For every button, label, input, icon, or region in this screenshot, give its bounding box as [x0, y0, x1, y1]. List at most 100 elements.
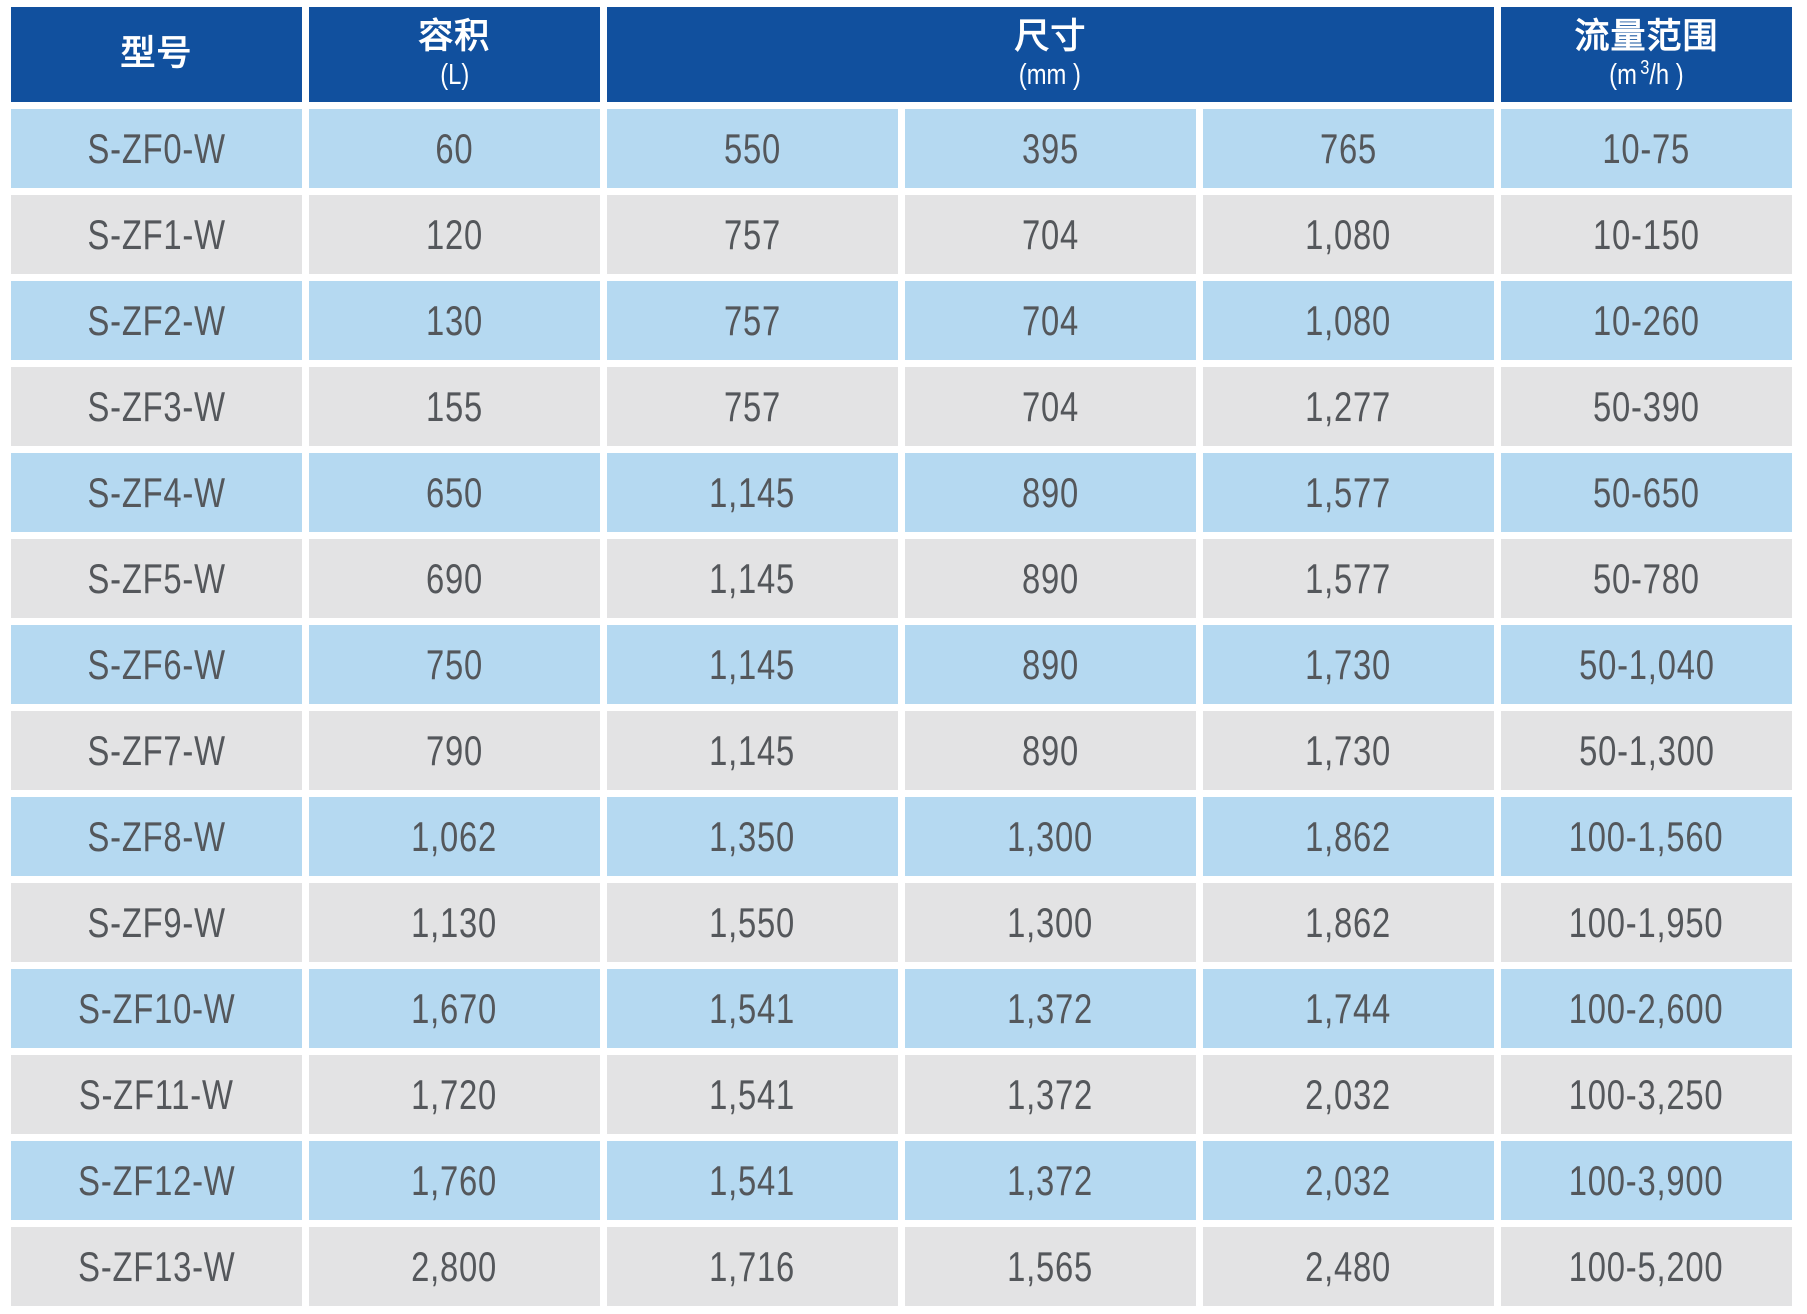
- dimension-cell-3: 2,032: [1202, 1055, 1494, 1134]
- flow-range-value: 10-150: [1593, 210, 1700, 258]
- dimension-value: 890: [1021, 554, 1079, 602]
- flow-range-cell: 50-1,300: [1500, 711, 1792, 790]
- flow-range-value: 10-75: [1602, 124, 1691, 172]
- dimension-cell-3: 2,032: [1202, 1141, 1494, 1220]
- dimension-cell-1: 757: [606, 367, 898, 446]
- flow-range-value: 50-780: [1593, 554, 1700, 602]
- dimension-value: 1,541: [709, 1070, 796, 1118]
- model-cell: S-ZF4-W: [11, 453, 302, 532]
- dimension-value: 1,730: [1305, 640, 1392, 688]
- flow-range-value: 10-260: [1593, 296, 1700, 344]
- table-row: S-ZF0-W 60 550 395 765 10-75: [11, 109, 1792, 188]
- dimension-value: 757: [723, 296, 781, 344]
- volume-value: 1,720: [411, 1070, 498, 1118]
- volume-cell: 1,670: [308, 969, 600, 1048]
- model-cell: S-ZF13-W: [11, 1227, 302, 1306]
- dimension-cell-2: 1,300: [904, 883, 1196, 962]
- volume-value: 750: [425, 640, 483, 688]
- dimension-value: 1,744: [1305, 984, 1392, 1032]
- model-cell: S-ZF6-W: [11, 625, 302, 704]
- dimension-cell-3: 1,277: [1202, 367, 1494, 446]
- dimension-cell-3: 1,577: [1202, 453, 1494, 532]
- header-row: 型号 容积 (L) 尺寸 (mm ) 流量范围 (m 3/h ): [11, 7, 1792, 102]
- column-header-volume: 容积 (L): [308, 7, 600, 102]
- dimension-value: 1,277: [1305, 382, 1392, 430]
- model-value: S-ZF3-W: [87, 382, 226, 430]
- volume-cell: 1,760: [308, 1141, 600, 1220]
- table-row: S-ZF8-W 1,062 1,350 1,300 1,862 100-1,56…: [11, 797, 1792, 876]
- model-cell: S-ZF2-W: [11, 281, 302, 360]
- flow-range-value: 50-1,040: [1578, 640, 1715, 688]
- dimension-cell-2: 890: [904, 539, 1196, 618]
- flow-range-value: 100-1,950: [1569, 898, 1724, 946]
- model-value: S-ZF5-W: [87, 554, 226, 602]
- volume-cell: 60: [308, 109, 600, 188]
- dimension-cell-2: 395: [904, 109, 1196, 188]
- dimensions-column-title: 尺寸: [1014, 16, 1087, 56]
- dimension-cell-1: 1,145: [606, 625, 898, 704]
- cubed-superscript: 3: [1640, 56, 1650, 79]
- volume-cell: 1,062: [308, 797, 600, 876]
- dimension-cell-2: 890: [904, 625, 1196, 704]
- volume-value: 2,800: [411, 1242, 498, 1290]
- volume-value: 130: [425, 296, 483, 344]
- column-header-flow-range: 流量范围 (m 3/h ): [1500, 7, 1792, 102]
- column-header-model: 型号: [11, 7, 302, 102]
- dimension-cell-3: 1,862: [1202, 883, 1494, 962]
- dimension-cell-1: 1,145: [606, 453, 898, 532]
- dimension-value: 1,145: [709, 554, 796, 602]
- flow-range-cell: 10-75: [1500, 109, 1792, 188]
- flow-range-cell: 50-1,040: [1500, 625, 1792, 704]
- model-value: S-ZF4-W: [87, 468, 226, 516]
- dimension-cell-1: 1,550: [606, 883, 898, 962]
- flow-column-title: 流量范围: [1574, 16, 1719, 56]
- model-value: S-ZF9-W: [87, 898, 226, 946]
- flow-range-cell: 100-3,900: [1500, 1141, 1792, 1220]
- table-row: S-ZF9-W 1,130 1,550 1,300 1,862 100-1,95…: [11, 883, 1792, 962]
- dimension-cell-2: 704: [904, 195, 1196, 274]
- dimension-value: 1,541: [709, 1156, 796, 1204]
- table-row: S-ZF10-W 1,670 1,541 1,372 1,744 100-2,6…: [11, 969, 1792, 1048]
- dimension-value: 1,350: [709, 812, 796, 860]
- flow-range-cell: 100-3,250: [1500, 1055, 1792, 1134]
- model-cell: S-ZF8-W: [11, 797, 302, 876]
- dimension-value: 1,145: [709, 468, 796, 516]
- model-value: S-ZF13-W: [77, 1242, 236, 1290]
- dimension-value: 1,145: [709, 640, 796, 688]
- dimension-cell-1: 757: [606, 281, 898, 360]
- dimension-value: 1,577: [1305, 554, 1392, 602]
- dimension-value: 1,541: [709, 984, 796, 1032]
- volume-value: 1,760: [411, 1156, 498, 1204]
- volume-cell: 750: [308, 625, 600, 704]
- volume-column-unit: (L): [439, 59, 469, 92]
- volume-cell: 130: [308, 281, 600, 360]
- flow-range-cell: 10-150: [1500, 195, 1792, 274]
- dimension-cell-3: 1,730: [1202, 625, 1494, 704]
- volume-value: 1,670: [411, 984, 498, 1032]
- dimension-value: 1,372: [1007, 1156, 1094, 1204]
- dimension-value: 1,577: [1305, 468, 1392, 516]
- flow-range-value: 50-390: [1593, 382, 1700, 430]
- dimension-cell-1: 1,541: [606, 1055, 898, 1134]
- dimension-cell-2: 704: [904, 281, 1196, 360]
- table-row: S-ZF2-W 130 757 704 1,080 10-260: [11, 281, 1792, 360]
- volume-cell: 650: [308, 453, 600, 532]
- volume-cell: 790: [308, 711, 600, 790]
- model-cell: S-ZF3-W: [11, 367, 302, 446]
- dimension-value: 704: [1021, 296, 1079, 344]
- dimension-value: 704: [1021, 210, 1079, 258]
- dimension-value: 1,550: [709, 898, 796, 946]
- flow-range-cell: 100-1,950: [1500, 883, 1792, 962]
- model-value: S-ZF10-W: [77, 984, 236, 1032]
- dimension-cell-1: 1,541: [606, 1141, 898, 1220]
- dimension-value: 2,032: [1305, 1156, 1392, 1204]
- dimension-value: 395: [1021, 124, 1079, 172]
- model-cell: S-ZF9-W: [11, 883, 302, 962]
- volume-cell: 690: [308, 539, 600, 618]
- table-row: S-ZF4-W 650 1,145 890 1,577 50-650: [11, 453, 1792, 532]
- dimension-cell-1: 1,350: [606, 797, 898, 876]
- flow-range-cell: 100-5,200: [1500, 1227, 1792, 1306]
- dimension-value: 1,565: [1007, 1242, 1094, 1290]
- dimension-cell-1: 1,145: [606, 539, 898, 618]
- flow-range-cell: 50-780: [1500, 539, 1792, 618]
